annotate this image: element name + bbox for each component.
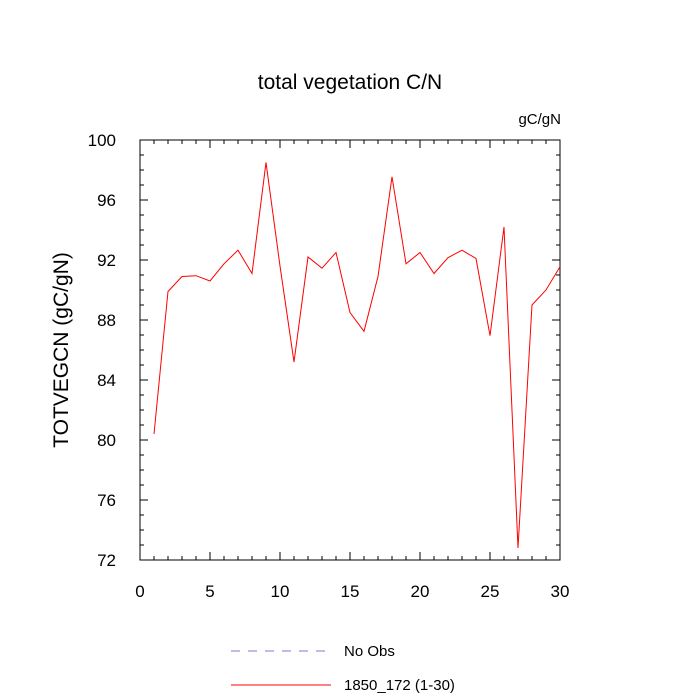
x-tick-label: 20 [411, 582, 430, 601]
x-tick-label: 25 [481, 582, 500, 601]
y-tick-label: 80 [97, 431, 116, 450]
legend: No Obs 1850_172 (1-30) [231, 643, 455, 694]
y-tick-label: 76 [97, 491, 116, 510]
tick-labels: 0 5 10 15 20 25 30 72 76 80 84 88 92 96 100 [88, 131, 570, 601]
y-axis-label: TOTVEGCN (gC/gN) [50, 252, 73, 448]
x-tick-label: 30 [551, 582, 570, 601]
x-tick-label: 0 [135, 582, 144, 601]
chart-title: total vegetation C/N [258, 71, 442, 94]
series-layer [153, 162, 561, 549]
legend-label-no-obs: No Obs [344, 643, 395, 660]
axis-ticks [139, 139, 561, 561]
y-tick-label: 92 [97, 251, 116, 270]
y-tick-label: 88 [97, 311, 116, 330]
series-line [153, 162, 561, 549]
y-tick-label: 72 [97, 551, 116, 570]
y-tick-label: 84 [97, 371, 116, 390]
legend-label-series: 1850_172 (1-30) [344, 677, 455, 694]
x-tick-label: 5 [205, 582, 214, 601]
x-tick-label: 15 [341, 582, 360, 601]
units-label: gC/gN [518, 111, 561, 128]
y-tick-label: 96 [97, 191, 116, 210]
y-tick-label: 100 [88, 131, 116, 150]
x-tick-label: 10 [271, 582, 290, 601]
plot-frame [139, 139, 561, 561]
